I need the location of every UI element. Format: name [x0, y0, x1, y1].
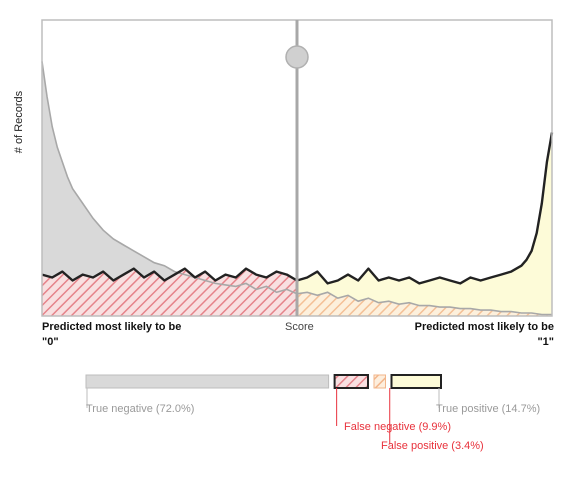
x-right-label-line2: "1" — [537, 336, 554, 348]
summary-bar-true-negative — [85, 374, 330, 389]
summary-bar-true-positive — [390, 374, 442, 389]
x-center-label: Score — [285, 321, 314, 333]
legend-false-negative: False negative (9.9%) — [344, 421, 451, 433]
false-positive-overlay — [297, 292, 552, 316]
negative-class-line — [41, 61, 552, 316]
summary-bar-false-positive — [373, 374, 386, 389]
legend-true-negative: True negative (72.0%) — [86, 403, 195, 415]
legend-false-positive: False positive (3.4%) — [381, 440, 484, 452]
x-left-label-line1: Predicted most likely to be — [42, 321, 182, 333]
x-right-label-line1: Predicted most likely to be — [414, 321, 554, 333]
summary-bar-false-negative — [333, 374, 370, 389]
y-axis-label: # of Records — [13, 90, 25, 153]
false-negative-area — [42, 268, 297, 316]
threshold-slider-handle[interactable] — [285, 45, 309, 69]
legend-true-positive: True positive (14.7%) — [436, 403, 541, 415]
x-left-label-line2: "0" — [42, 336, 59, 348]
positive-class-line — [41, 132, 554, 285]
negative-area-left — [42, 61, 297, 316]
